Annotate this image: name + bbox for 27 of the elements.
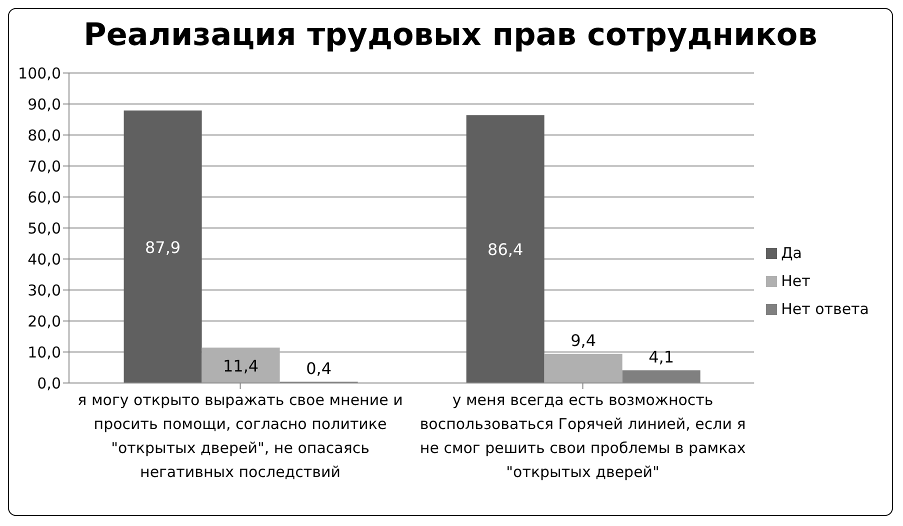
y-tick-label: 90,0 [28, 95, 61, 114]
y-tick-label: 50,0 [28, 219, 61, 238]
data-label: 11,4 [222, 356, 259, 376]
chart-title: Реализация трудовых прав сотрудников [82, 17, 818, 55]
data-label: 86,4 [488, 240, 524, 260]
legend-label: Нет ответа [781, 300, 869, 318]
data-label: 87,9 [144, 238, 181, 257]
y-tick-label: 30,0 [28, 281, 61, 300]
legend-label: Да [781, 244, 802, 262]
y-tick-label: 40,0 [28, 250, 61, 268]
y-tick-label: 10,0 [28, 343, 61, 362]
y-tick-label: 0,0 [37, 374, 61, 392]
bar [124, 110, 202, 383]
y-tick-label: 60,0 [28, 188, 61, 206]
bar [544, 354, 622, 383]
y-tick-label: 70,0 [28, 157, 61, 176]
x-tick-label: у меня всегда есть возможность воспользоваться Горячей линией, если я не смог решить свои проблемы в рамках "открытых дверей" [420, 391, 746, 481]
y-tick-label: 80,0 [28, 126, 61, 144]
bar [466, 115, 544, 383]
bar [202, 348, 280, 383]
y-tick-label: 20,0 [28, 312, 61, 330]
y-tick-label: 100,0 [18, 64, 61, 82]
x-tick-label: я могу открыто выражать свое мнение и просить помощи, согласно политике "открытых дверей", не опасаясь негативных последствий [78, 391, 403, 481]
data-label: 9,4 [570, 330, 596, 350]
data-label: 0,4 [306, 358, 332, 378]
legend-label: Нет [781, 272, 810, 290]
data-label: 4,1 [648, 347, 674, 366]
